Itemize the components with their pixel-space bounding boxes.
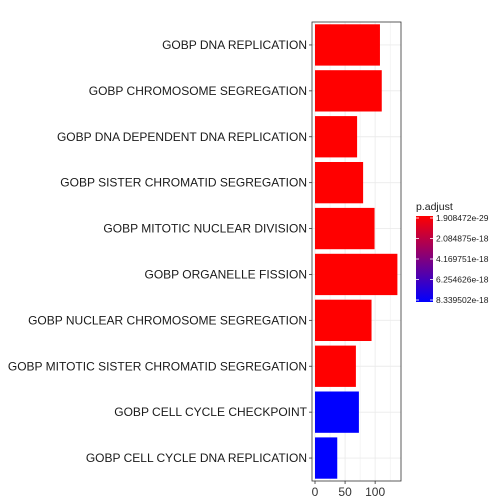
x-axis: 0 50 100 xyxy=(312,481,385,499)
x-tick-label: 50 xyxy=(338,485,352,499)
category-labels: GOBP DNA REPLICATION GOBP CHROMOSOME SEGR… xyxy=(8,38,312,465)
legend-label: 2.084875e-18 xyxy=(436,234,489,244)
legend-label: 4.169751e-18 xyxy=(436,254,489,264)
bar xyxy=(315,70,382,112)
bar xyxy=(315,24,380,66)
legend-label: 1.908472e-29 xyxy=(436,213,489,223)
category-label: GOBP MITOTIC SISTER CHROMATID SEGREGATIO… xyxy=(8,359,307,373)
legend-colorbar xyxy=(416,216,433,302)
bar xyxy=(315,437,338,479)
bar xyxy=(315,391,359,433)
legend-labels: 1.908472e-29 2.084875e-18 4.169751e-18 6.25… xyxy=(416,213,489,305)
category-label: GOBP ORGANELLE FISSION xyxy=(145,267,308,281)
bar xyxy=(315,345,356,387)
bars xyxy=(315,24,398,479)
category-label: GOBP NUCLEAR CHROMOSOME SEGREGATION xyxy=(28,313,307,327)
legend-label: 8.339502e-18 xyxy=(436,295,489,305)
legend: p.adjust 1.908472e-29 2.084875e-18 4.16975… xyxy=(416,201,489,305)
panel-border xyxy=(311,21,402,482)
legend-label: 6.254626e-18 xyxy=(436,275,489,285)
bar xyxy=(315,116,358,158)
bar xyxy=(315,253,398,296)
bar xyxy=(315,299,372,342)
category-label: GOBP DNA REPLICATION xyxy=(162,38,307,52)
category-label: GOBP CELL CYCLE CHECKPOINT xyxy=(114,405,307,419)
x-tick-label: 100 xyxy=(365,485,385,499)
category-label: GOBP DNA DEPENDENT DNA REPLICATION xyxy=(57,130,307,144)
legend-title: p.adjust xyxy=(416,201,453,213)
category-label: GOBP CELL CYCLE DNA REPLICATION xyxy=(86,451,307,465)
bar xyxy=(315,207,375,250)
category-label: GOBP MITOTIC NUCLEAR DIVISION xyxy=(103,222,307,236)
category-label: GOBP CHROMOSOME SEGREGATION xyxy=(89,84,307,98)
bar xyxy=(315,161,364,204)
category-label: GOBP SISTER CHROMATID SEGREGATION xyxy=(60,176,307,190)
x-tick-label: 0 xyxy=(312,485,319,499)
